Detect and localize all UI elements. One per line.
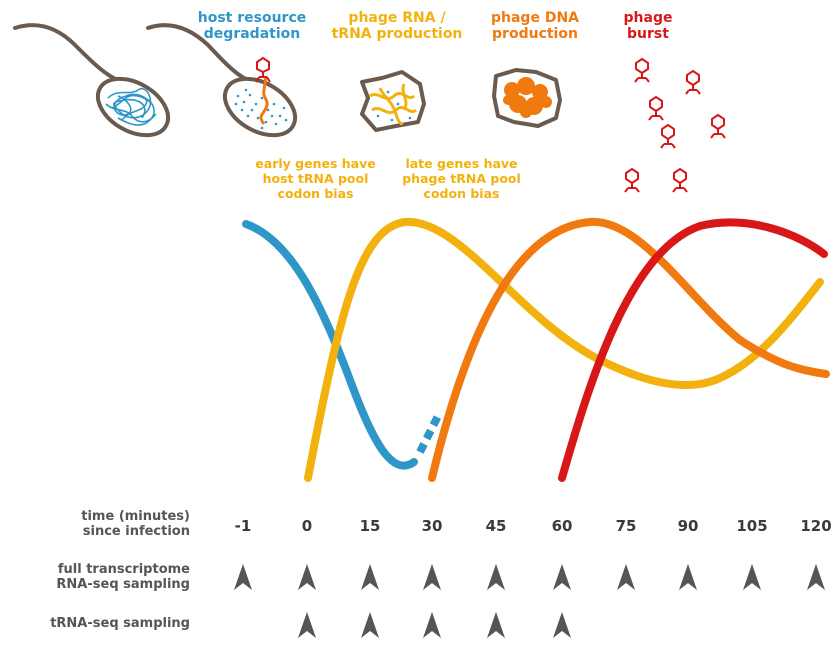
host-expression-curve	[242, 220, 418, 470]
sampling-arrowhead-icon	[298, 612, 316, 638]
time-tick: 60	[551, 517, 573, 535]
stage-label-phage-burst: phage burst	[623, 10, 673, 42]
sampling-arrowhead-icon	[679, 564, 697, 590]
phage-dna-cell-icon	[492, 68, 562, 128]
phage-rna-cell-icon	[360, 70, 426, 132]
infected-bacterium-icon	[146, 23, 298, 138]
sampling-arrowhead-icon	[743, 564, 761, 590]
time-tick: 45	[485, 517, 507, 535]
time-tick: 90	[677, 517, 699, 535]
time-tick: 75	[615, 517, 637, 535]
sampling-arrowhead-icon	[423, 564, 441, 590]
time-row-label: time (minutes) since infection	[81, 509, 190, 539]
rnaseq-row-label: full transcriptome RNA-seq sampling	[56, 562, 190, 592]
stage-label-host-degradation: host resource degradation	[197, 10, 307, 42]
time-tick: 105	[736, 517, 768, 535]
phage-rna-curve	[304, 217, 824, 482]
sampling-arrowhead-icon	[298, 564, 316, 590]
host-expression-dashes	[416, 414, 442, 454]
time-tick: 120	[800, 517, 832, 535]
phage-burst-curve	[558, 218, 828, 482]
sampling-arrowhead-icon	[553, 564, 571, 590]
sampling-arrowhead-icon	[487, 612, 505, 638]
time-tick: 15	[359, 517, 381, 535]
sampling-arrowhead-icon	[361, 564, 379, 590]
sampling-arrowhead-icon	[617, 564, 635, 590]
trnaseq-row-label: tRNA-seq sampling	[50, 616, 190, 631]
time-tick: 0	[301, 517, 313, 535]
phage-dna-curve	[428, 217, 830, 482]
sampling-arrowhead-icon	[423, 612, 441, 638]
sampling-arrowhead-icon	[361, 612, 379, 638]
note-late-genes: late genes have phage tRNA pool codon bi…	[402, 156, 521, 201]
sampling-arrowhead-icon	[487, 564, 505, 590]
sampling-arrowhead-icon	[553, 612, 571, 638]
bacterium-icon	[13, 23, 171, 138]
note-early-genes: early genes have host tRNA pool codon bi…	[255, 156, 376, 201]
phage-particle-icon	[624, 57, 726, 193]
illustration-and-curves	[13, 23, 830, 482]
time-tick: -1	[234, 517, 252, 535]
sampling-arrowhead-icon	[234, 564, 252, 590]
stage-label-phage-dna: phage DNA production	[491, 10, 579, 42]
time-tick: 30	[421, 517, 443, 535]
stage-label-phage-rna: phage RNA / tRNA production	[331, 10, 463, 42]
sampling-arrowhead-icon	[807, 564, 825, 590]
